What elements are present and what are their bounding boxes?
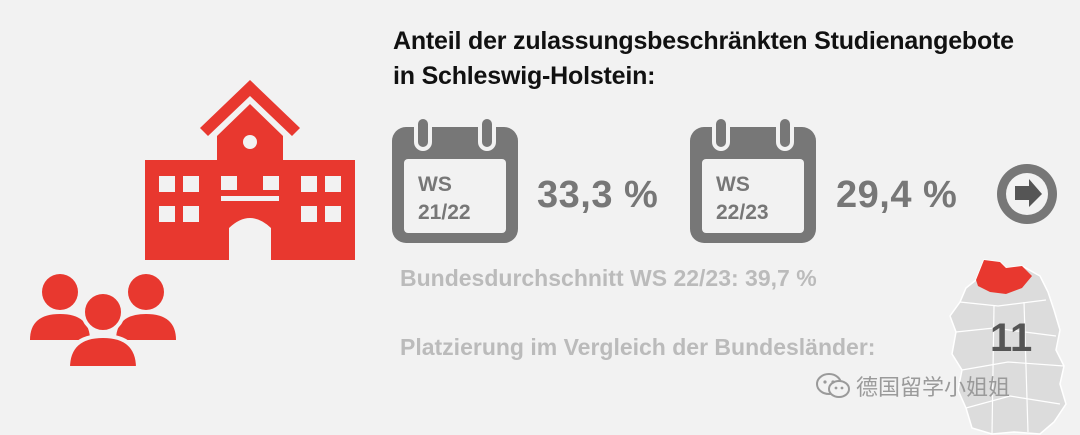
wechat-icon (816, 373, 850, 398)
watermark-text: 德国留学小姐姐 (856, 375, 1011, 400)
semester-label-bottom: 21/22 (418, 201, 471, 224)
germany-map-icon (949, 259, 1067, 435)
semester-card-ws-21-22: WS 21/22 (390, 115, 520, 245)
ranking-value: 11 (990, 316, 1033, 360)
watermark: 德国留学小姐姐 (816, 370, 1010, 402)
semester-card-ws-22-23: WS 22/23 (688, 115, 818, 245)
arrow-right-circle-icon (997, 164, 1057, 224)
federal-average-text: Bundesdurchschnitt WS 22/23: 39,7 % (400, 265, 817, 291)
school-building-icon (145, 80, 355, 260)
people-group-icon (30, 274, 176, 370)
share-value-ws-21-22: 33,3 % (537, 174, 659, 216)
page-title: Anteil der zulassungsbeschränkten Studie… (393, 24, 1073, 94)
ranking-label: Platzierung im Vergleich der Bundeslände… (400, 334, 876, 360)
title-line-1: Anteil der zulassungsbeschränkten Studie… (393, 27, 1014, 55)
calendar-icon (392, 115, 518, 243)
semester-label-top: WS (418, 173, 452, 196)
share-value-ws-22-23: 29,4 % (836, 174, 958, 216)
semester-label-bottom: 22/23 (716, 201, 769, 224)
title-line-2: in Schleswig-Holstein: (393, 62, 656, 90)
calendar-icon (690, 115, 816, 243)
semester-label-top: WS (716, 173, 750, 196)
